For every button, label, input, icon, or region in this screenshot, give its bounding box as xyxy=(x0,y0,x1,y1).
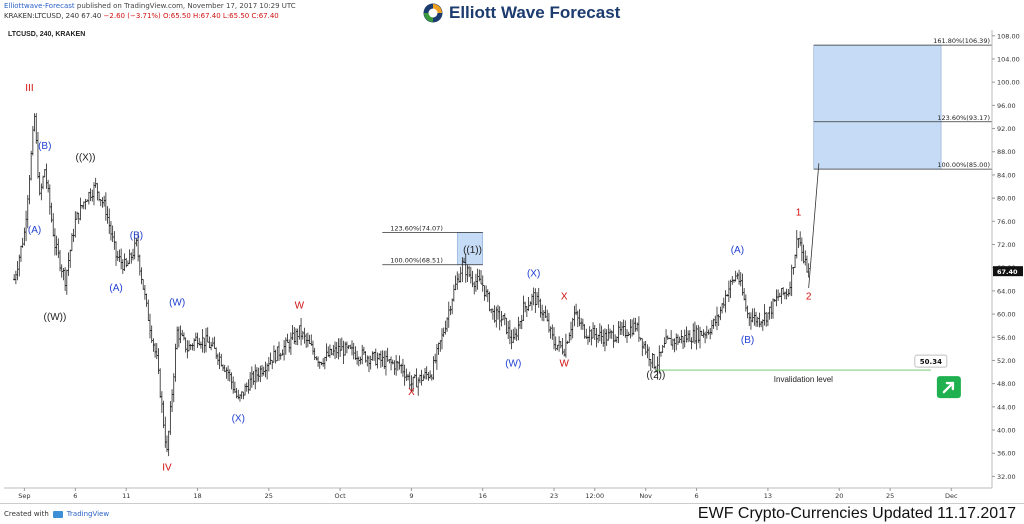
price-tick-label: 100.00 xyxy=(997,79,1020,87)
wave-label: X xyxy=(561,292,568,303)
time-tick-label: 23 xyxy=(550,492,558,500)
wave-labels: III (B) (A) ((X)) ((W)) (B) (A) (W) IV (X) W X ((1))… xyxy=(25,83,812,474)
price-tick-label: 96.00 xyxy=(997,102,1016,110)
fibonacci-boxes: 123.60%(74.07) 100.00%(68.51) 161.80%(106.… xyxy=(382,37,992,266)
ohlc-symbol: KRAKEN:LTCUSD, 240 xyxy=(4,12,80,20)
ohlc-readout: KRAKEN:LTCUSD, 240 67.40 −2.60 (−3.71%) … xyxy=(4,12,279,20)
publisher-link[interactable]: Elliottwave-Forecast xyxy=(4,2,75,10)
price-tick-label: 72.00 xyxy=(997,241,1016,249)
fib-level-label: 123.60%(93.17) xyxy=(937,114,990,122)
price-tick-label: 84.00 xyxy=(997,171,1016,179)
publish-info: Elliottwave-Forecast published on Tradin… xyxy=(4,2,296,10)
brand-name: Elliott Wave Forecast xyxy=(449,3,621,22)
time-tick-label: 9 xyxy=(409,492,413,500)
fib-level-label: 100.00%(85.00) xyxy=(937,161,990,169)
price-tick-label: 104.00 xyxy=(997,55,1020,63)
time-tick-label: 16 xyxy=(479,492,487,500)
price-tick-label: 48.00 xyxy=(997,380,1016,388)
price-tick-label: 44.00 xyxy=(997,403,1016,411)
price-tick-label: 88.00 xyxy=(997,148,1016,156)
ohlc-last: 67.40 xyxy=(81,12,102,20)
axes: 32.00 36.00 40.00 44.00 48.00 52.00 56.00 60.00… xyxy=(4,30,1023,500)
update-caption: EWF Crypto-Currencies Updated 11.17.2017 xyxy=(697,505,1016,522)
invalidation-value-label: 50.34 xyxy=(920,358,942,366)
time-tick-label: 13 xyxy=(764,492,772,500)
wave-label: (B) xyxy=(741,335,754,346)
price-tick-label: 80.00 xyxy=(997,195,1016,203)
time-tick-label: Dec xyxy=(945,492,958,500)
fib-target-box xyxy=(456,232,484,266)
time-tick-label: Nov xyxy=(639,492,652,500)
price-tick-label: 60.00 xyxy=(997,311,1016,319)
fib-target-box xyxy=(813,44,942,170)
wave-label: (X) xyxy=(232,413,245,424)
created-with: Created with TradingView xyxy=(4,510,109,518)
time-tick-label: Oct xyxy=(334,492,346,500)
price-tick-label: 52.00 xyxy=(997,357,1016,365)
current-price-label: 67.40 xyxy=(997,268,1018,276)
price-chart[interactable]: LTCUSD, 240, KRAKEN 123.60%(74.07) 100.00… xyxy=(0,26,1024,503)
time-tick-label: 20 xyxy=(835,492,843,500)
current-price-tag xyxy=(993,266,1023,277)
price-tick-label: 108.00 xyxy=(997,32,1020,40)
chart-symbol-label: LTCUSD, 240, KRAKEN xyxy=(8,31,85,38)
chart-header: Elliottwave-Forecast published on Tradin… xyxy=(0,0,1024,26)
price-tick-label: 36.00 xyxy=(997,450,1016,458)
price-tick-label: 40.00 xyxy=(997,427,1016,435)
wave-label: III xyxy=(25,83,33,94)
wave-label: ((1)) xyxy=(463,245,482,256)
published-text: published on TradingView.com, November 1… xyxy=(76,2,296,10)
created-with-label: Created with xyxy=(4,510,49,518)
invalidation-label: Invalidation level xyxy=(774,375,833,384)
tradingview-icon xyxy=(52,510,63,518)
wave-label: IV xyxy=(162,463,172,474)
time-tick-label: 25 xyxy=(886,492,894,500)
wave-label: (W) xyxy=(169,297,185,308)
time-tick-label: 11 xyxy=(122,492,130,500)
wave-label: W xyxy=(559,358,569,369)
ohlc-values: O:65.50 H:67.40 L:65.50 C:67.40 xyxy=(163,12,279,20)
wave-label: (W) xyxy=(505,358,521,369)
tradingview-link[interactable]: TradingView xyxy=(66,510,110,518)
wave-label: ((W)) xyxy=(44,312,67,323)
chart-footer: Created with TradingView EWF Crypto-Curr… xyxy=(0,503,1024,524)
fib-level-label: 100.00%(68.51) xyxy=(390,257,443,265)
wave-label: ((X)) xyxy=(75,152,95,163)
annotation-lines: Invalidation level 50.34 xyxy=(655,163,961,399)
wave-label: (X) xyxy=(527,268,540,279)
wave-label: X xyxy=(408,387,415,398)
brand-logo-area: Elliott Wave Forecast xyxy=(423,2,620,24)
price-tick-label: 64.00 xyxy=(997,287,1016,295)
time-tick-label: Sep xyxy=(18,492,30,500)
wave-label: (A) xyxy=(731,245,744,256)
time-tick-label: 12:00 xyxy=(585,492,604,500)
up-arrow-icon xyxy=(942,381,955,394)
wave-label: (A) xyxy=(109,283,122,294)
elliott-wave-logo-icon xyxy=(423,3,443,23)
price-tick-label: 56.00 xyxy=(997,334,1016,342)
fib-level-label: 161.80%(106.39) xyxy=(933,37,990,45)
projection-line xyxy=(808,163,820,289)
price-tick-label: 32.00 xyxy=(997,473,1016,481)
wave-label: (B) xyxy=(38,141,51,152)
time-tick-label: 6 xyxy=(73,492,77,500)
time-tick-label: 18 xyxy=(193,492,201,500)
time-tick-label: 25 xyxy=(265,492,273,500)
invalidation-value-box xyxy=(914,354,948,368)
wave-label: 2 xyxy=(806,292,812,303)
wave-label: W xyxy=(295,300,305,311)
wave-label: 1 xyxy=(796,208,802,219)
price-tick-label: 92.00 xyxy=(997,125,1016,133)
wave-label: (B) xyxy=(130,231,143,242)
ohlc-bars xyxy=(12,113,810,457)
wave-label: ((2)) xyxy=(646,370,665,381)
wave-label: (A) xyxy=(28,225,41,236)
time-tick-label: 6 xyxy=(695,492,699,500)
price-tick-label: 76.00 xyxy=(997,218,1016,226)
fib-level-label: 123.60%(74.07) xyxy=(390,225,443,233)
ohlc-change: −2.60 (−3.71%) xyxy=(103,12,161,20)
